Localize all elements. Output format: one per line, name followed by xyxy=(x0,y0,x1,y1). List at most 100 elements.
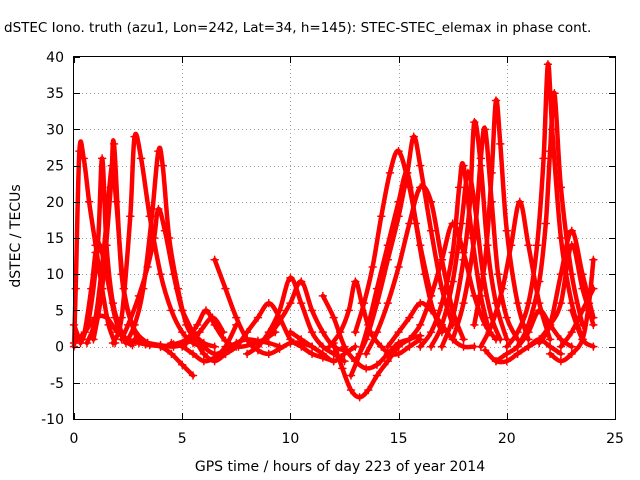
y-tick-label: 40 xyxy=(46,50,64,66)
series-point xyxy=(97,154,107,163)
series-point xyxy=(524,298,533,308)
series-point xyxy=(515,197,525,207)
plot-frame xyxy=(73,56,616,420)
series-point xyxy=(264,349,274,359)
series-point xyxy=(158,161,167,170)
series-point xyxy=(264,298,274,308)
series-point xyxy=(567,269,576,279)
series-point xyxy=(117,313,126,322)
series-point xyxy=(556,356,566,366)
series-point xyxy=(75,146,84,156)
series-point xyxy=(448,248,457,257)
y-axis-label: dSTEC / TECUs xyxy=(8,184,24,287)
series-point xyxy=(340,356,349,366)
series-point xyxy=(275,344,284,354)
series-point xyxy=(567,226,576,236)
series-point xyxy=(480,125,490,134)
series-point xyxy=(545,320,555,330)
series-point xyxy=(351,277,360,286)
x-tick-label: 10 xyxy=(281,431,299,447)
series-point xyxy=(286,335,295,344)
series-point xyxy=(318,349,328,359)
series-point xyxy=(147,212,157,221)
series-point xyxy=(513,327,522,337)
series-point xyxy=(589,320,598,330)
series-point xyxy=(318,327,328,337)
series-point xyxy=(359,298,369,308)
series-point xyxy=(578,335,587,344)
series-point xyxy=(405,335,414,344)
series-point xyxy=(340,342,349,351)
series-point xyxy=(480,345,490,355)
series-point xyxy=(296,277,306,286)
series-point xyxy=(307,327,317,337)
series-point xyxy=(502,226,512,236)
series-point xyxy=(502,313,512,322)
series-point xyxy=(364,385,373,395)
series-point xyxy=(491,96,501,105)
series-point xyxy=(567,327,576,337)
series-point xyxy=(232,313,241,322)
series-point xyxy=(307,349,317,359)
series-point xyxy=(506,240,516,250)
y-tick-label: 15 xyxy=(46,231,64,247)
series-point xyxy=(415,183,425,192)
series-point xyxy=(346,385,356,395)
x-tick-label: 25 xyxy=(606,431,624,447)
series-point xyxy=(338,364,347,373)
series-point xyxy=(130,335,139,344)
series-line xyxy=(71,139,118,349)
series-point xyxy=(394,212,403,221)
series-point xyxy=(264,331,274,340)
series-point xyxy=(535,306,544,315)
series-point xyxy=(524,240,533,250)
series-point xyxy=(556,335,566,344)
series-point xyxy=(589,255,598,264)
series-point xyxy=(344,306,354,315)
x-tick-label: 5 xyxy=(178,431,187,447)
series-point xyxy=(177,342,187,351)
series-point xyxy=(470,117,479,127)
series-point xyxy=(156,342,165,351)
series-point xyxy=(182,335,191,344)
series-point xyxy=(532,240,542,250)
series-point xyxy=(405,219,414,228)
series-point xyxy=(437,342,447,351)
series-point xyxy=(80,327,90,337)
y-axis-tick-labels: -10 -5 0 5 10 15 20 25 30 35 40 xyxy=(41,50,64,428)
chart-title: dSTEC Iono. truth (azu1, Lon=242, Lat=34… xyxy=(4,20,591,36)
series-point xyxy=(476,154,486,163)
series-point xyxy=(394,342,403,351)
series-point xyxy=(578,306,587,315)
series-point xyxy=(167,338,176,348)
series-point xyxy=(409,132,418,141)
series-point xyxy=(415,240,425,250)
series-point xyxy=(102,313,111,322)
series-point xyxy=(286,273,295,283)
series-point xyxy=(502,356,512,366)
series-point xyxy=(355,393,364,402)
series-point xyxy=(385,168,395,178)
series-point xyxy=(502,349,512,359)
series-point xyxy=(156,269,165,279)
series-point xyxy=(448,313,457,322)
series-point xyxy=(307,306,317,315)
series-point xyxy=(188,327,198,337)
series-point xyxy=(117,335,126,344)
series-point xyxy=(351,327,360,337)
series-point xyxy=(136,154,146,163)
series-point xyxy=(201,306,211,315)
x-axis-tick-labels: 0 5 10 15 20 25 xyxy=(70,431,624,447)
series-point xyxy=(253,313,263,322)
series-point xyxy=(498,284,507,293)
series-point xyxy=(167,306,176,315)
series-point xyxy=(377,212,386,221)
series-point xyxy=(567,306,576,315)
series-point xyxy=(372,327,382,337)
series-point xyxy=(524,342,533,351)
series-point xyxy=(242,327,252,337)
series-point xyxy=(346,371,356,380)
series-point xyxy=(470,320,479,330)
x-tick-label: 15 xyxy=(390,431,408,447)
axis-ticks xyxy=(74,57,616,420)
